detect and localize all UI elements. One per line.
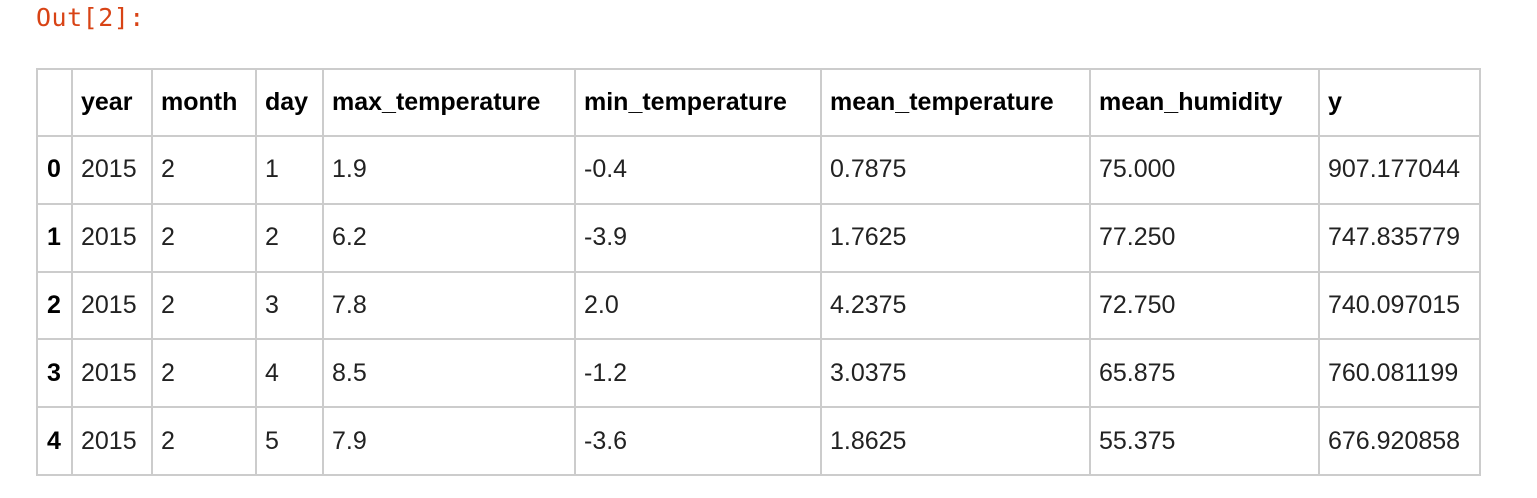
cell-year: 2015 [71, 338, 153, 409]
table-row: 0 2015 2 1 1.9 -0.4 0.7875 75.000 907.17… [36, 135, 1481, 205]
cell-mean-temperature: 0.7875 [820, 135, 1091, 205]
table-row: 4 2015 2 5 7.9 -3.6 1.8625 55.375 676.92… [36, 406, 1481, 476]
cell-max-temperature: 6.2 [322, 202, 576, 273]
cell-month: 2 [151, 135, 257, 205]
table-row: 2 2015 2 3 7.8 2.0 4.2375 72.750 740.097… [36, 270, 1481, 341]
cell-mean-humidity: 77.250 [1089, 202, 1320, 273]
cell-mean-temperature: 3.0375 [820, 338, 1091, 409]
output-prompt: Out[2]: [36, 3, 145, 32]
cell-month: 2 [151, 270, 257, 341]
cell-max-temperature: 7.9 [322, 406, 576, 476]
cell-day: 4 [255, 338, 324, 409]
cell-max-temperature: 8.5 [322, 338, 576, 409]
cell-y: 747.835779 [1318, 202, 1481, 273]
cell-month: 2 [151, 202, 257, 273]
column-header-mean-humidity: mean_humidity [1089, 68, 1320, 137]
cell-day: 2 [255, 202, 324, 273]
cell-mean-humidity: 75.000 [1089, 135, 1320, 205]
header-row: year month day max_temperature min_tempe… [36, 68, 1481, 137]
column-header-max-temperature: max_temperature [322, 68, 576, 137]
cell-y: 740.097015 [1318, 270, 1481, 341]
cell-month: 2 [151, 406, 257, 476]
row-index: 2 [36, 270, 73, 341]
cell-y: 676.920858 [1318, 406, 1481, 476]
cell-day: 5 [255, 406, 324, 476]
cell-max-temperature: 1.9 [322, 135, 576, 205]
column-header-min-temperature: min_temperature [574, 68, 822, 137]
row-index: 4 [36, 406, 73, 476]
cell-year: 2015 [71, 135, 153, 205]
column-header-index [36, 68, 73, 137]
cell-year: 2015 [71, 270, 153, 341]
cell-year: 2015 [71, 202, 153, 273]
cell-min-temperature: -0.4 [574, 135, 822, 205]
table-row: 1 2015 2 2 6.2 -3.9 1.7625 77.250 747.83… [36, 202, 1481, 273]
cell-min-temperature: -1.2 [574, 338, 822, 409]
cell-min-temperature: 2.0 [574, 270, 822, 341]
column-header-mean-temperature: mean_temperature [820, 68, 1091, 137]
column-header-year: year [71, 68, 153, 137]
cell-mean-temperature: 1.8625 [820, 406, 1091, 476]
table-row: 3 2015 2 4 8.5 -1.2 3.0375 65.875 760.08… [36, 338, 1481, 409]
cell-mean-temperature: 1.7625 [820, 202, 1091, 273]
cell-y: 907.177044 [1318, 135, 1481, 205]
cell-mean-temperature: 4.2375 [820, 270, 1091, 341]
cell-year: 2015 [71, 406, 153, 476]
cell-min-temperature: -3.9 [574, 202, 822, 273]
column-header-day: day [255, 68, 324, 137]
cell-mean-humidity: 65.875 [1089, 338, 1320, 409]
column-header-month: month [151, 68, 257, 137]
cell-month: 2 [151, 338, 257, 409]
cell-day: 1 [255, 135, 324, 205]
dataframe-table: year month day max_temperature min_tempe… [36, 68, 1481, 476]
cell-mean-humidity: 72.750 [1089, 270, 1320, 341]
row-index: 1 [36, 202, 73, 273]
cell-min-temperature: -3.6 [574, 406, 822, 476]
row-index: 0 [36, 135, 73, 205]
cell-mean-humidity: 55.375 [1089, 406, 1320, 476]
table-body: 0 2015 2 1 1.9 -0.4 0.7875 75.000 907.17… [36, 135, 1481, 476]
cell-y: 760.081199 [1318, 338, 1481, 409]
row-index: 3 [36, 338, 73, 409]
table-header: year month day max_temperature min_tempe… [36, 68, 1481, 137]
cell-day: 3 [255, 270, 324, 341]
column-header-y: y [1318, 68, 1481, 137]
cell-max-temperature: 7.8 [322, 270, 576, 341]
